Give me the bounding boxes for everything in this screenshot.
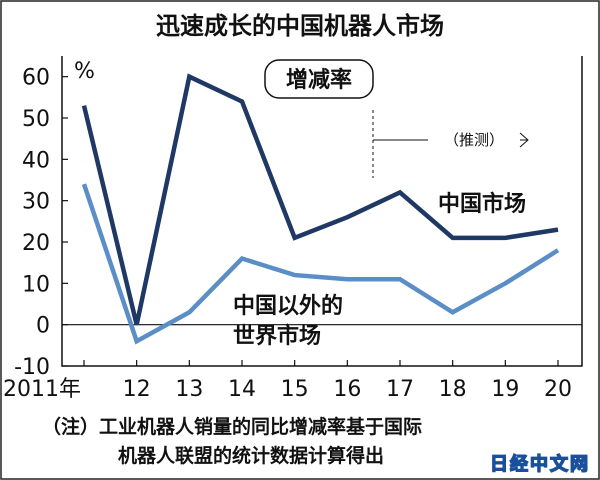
y-unit-label: %: [74, 59, 95, 84]
plot-frame: [61, 56, 583, 367]
y-tick-label: 60: [22, 66, 50, 91]
chart-title: 迅速成长的中国机器人市场: [156, 12, 444, 40]
x-tick-label: 19: [491, 377, 519, 402]
y-tick-label: 50: [22, 107, 50, 132]
series-layer: [81, 73, 560, 345]
y-tick-label: 30: [22, 190, 50, 215]
x-tick-label: 14: [228, 377, 256, 402]
y-tick-label: 40: [22, 148, 50, 173]
x-tick-label: 2011年: [3, 377, 81, 402]
footnote-line1: （注）工业机器人销量的同比增减率基于国际: [42, 415, 422, 438]
y-tick-label: 10: [22, 272, 50, 297]
y-tick-label: 20: [22, 231, 50, 256]
series-label-world-line2: 世界市场: [233, 323, 321, 349]
forecast-arrow-head: [519, 132, 529, 148]
badge-frame: [264, 59, 374, 99]
x-tick-label: 15: [281, 377, 309, 402]
series-line-world: [81, 183, 560, 345]
badge-label: 增减率: [286, 67, 352, 93]
y-tick-label: -10: [14, 355, 50, 380]
footnote-line2: 机器人联盟的统计数据计算得出: [118, 444, 384, 467]
series-line-china: [81, 73, 559, 326]
series-label-china: 中国市场: [438, 191, 526, 217]
y-tick-label: 0: [36, 314, 50, 339]
x-tick-label: 12: [123, 377, 151, 402]
x-tick-label: 13: [175, 377, 203, 402]
x-tick-label: 16: [333, 377, 361, 402]
y-axis: 60 50 40 30 20 10 0 -10: [14, 66, 68, 380]
x-tick-label: 18: [439, 377, 467, 402]
watermark: 日经中文网: [490, 453, 590, 475]
x-tick-label: 20: [544, 377, 572, 402]
x-tick-label: 17: [386, 377, 414, 402]
series-label-world-line1: 中国以外的: [233, 293, 343, 319]
forecast-label: （推测）: [444, 131, 504, 149]
x-axis: 2011年 12 13 14 15 16 17 18 19 20: [3, 360, 572, 402]
